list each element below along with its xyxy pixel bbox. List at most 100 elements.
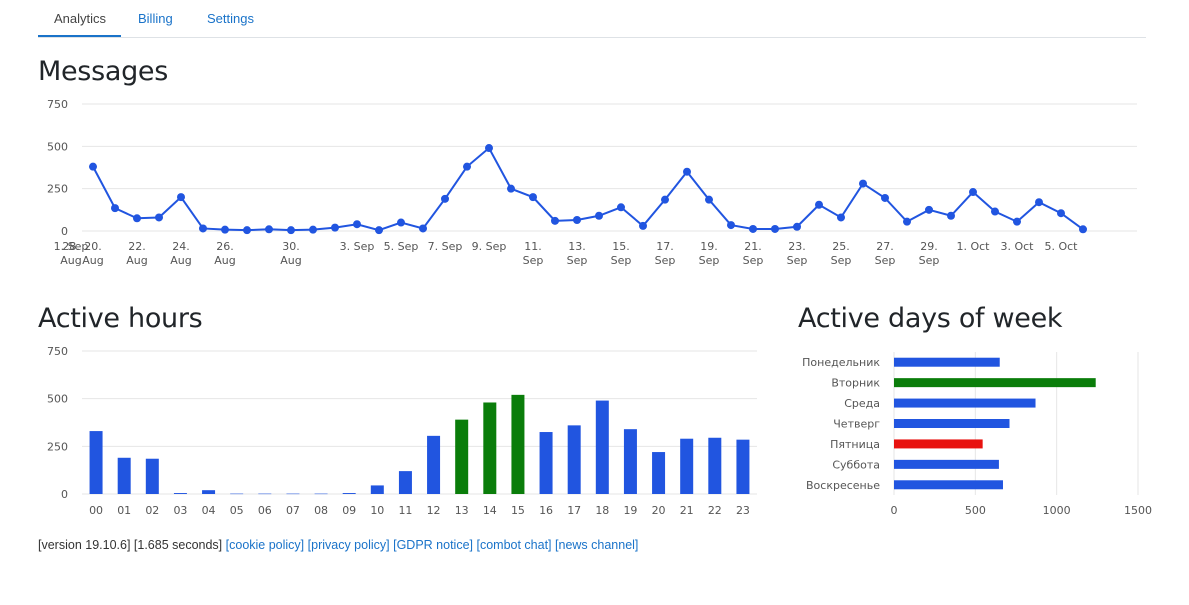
days-bar (894, 378, 1096, 388)
messages-x-tick-label: 29. (920, 240, 938, 253)
messages-data-point (595, 211, 603, 220)
messages-y-tick-label: 250 (47, 183, 68, 196)
messages-data-point (419, 224, 427, 233)
tab-analytics[interactable]: Analytics (54, 11, 107, 26)
hours-x-tick-label: 23 (736, 504, 750, 517)
messages-data-point (177, 193, 185, 202)
messages-data-point (793, 222, 801, 231)
messages-x-tick-label: Sep (875, 254, 896, 267)
messages-data-point (1057, 209, 1065, 218)
messages-x-tick-label: Aug (170, 254, 191, 267)
messages-data-point (991, 207, 999, 216)
hours-bar (89, 431, 103, 494)
messages-data-point (155, 213, 163, 222)
messages-x-tick-label: 3. Sep (340, 240, 375, 253)
hours-x-tick-label: 06 (258, 504, 272, 517)
messages-x-tick-label: 5. Sep (384, 240, 419, 253)
days-bar (894, 439, 983, 449)
messages-data-point (639, 221, 647, 230)
hours-bar (230, 493, 244, 495)
messages-data-point (969, 188, 977, 197)
days-bar (894, 480, 1003, 490)
cookie-policy-link[interactable]: [cookie policy] (225, 538, 305, 552)
messages-x-tick-label: Sep (523, 254, 544, 267)
messages-data-point (353, 220, 361, 229)
messages-data-point (815, 200, 823, 209)
combot-chat-link[interactable]: [combot chat] (476, 538, 552, 552)
messages-x-tick-label: 19. (700, 240, 718, 253)
messages-x-tick-label: Aug (214, 254, 235, 267)
active-days-heading: Active days of week (798, 303, 1063, 334)
hours-x-tick-label: 22 (708, 504, 722, 517)
hours-bar (652, 452, 666, 494)
hours-bar (258, 493, 272, 495)
messages-x-tick-label: Sep (919, 254, 940, 267)
messages-data-point (309, 225, 317, 234)
hours-bar (567, 425, 581, 494)
hours-x-tick-label: 09 (342, 504, 356, 517)
tab-settings[interactable]: Settings (207, 11, 254, 26)
hours-x-tick-label: 19 (623, 504, 637, 517)
news-channel-link[interactable]: [news channel] (555, 538, 639, 552)
hours-bar (202, 490, 216, 494)
messages-x-tick-label: 15. (612, 240, 630, 253)
messages-data-point (727, 221, 735, 230)
messages-x-tick-label: 9. Sep (472, 240, 507, 253)
days-x-tick-label: 500 (965, 504, 986, 517)
hours-bar (286, 493, 300, 495)
messages-data-point (463, 162, 471, 171)
hours-x-tick-label: 18 (595, 504, 609, 517)
messages-data-point (287, 226, 295, 235)
messages-x-tick-label: 21. (744, 240, 762, 253)
messages-x-tick-label: 22. (128, 240, 146, 253)
hours-bar (511, 394, 525, 494)
hours-bar (680, 438, 694, 494)
messages-y-tick-label: 500 (47, 140, 68, 153)
messages-x-tick-label: Aug (82, 254, 103, 267)
privacy-policy-link[interactable]: [privacy policy] (307, 538, 390, 552)
messages-x-tick-label: 20. (84, 240, 102, 253)
hours-x-tick-label: 13 (455, 504, 469, 517)
messages-y-tick-label: 0 (61, 225, 68, 238)
days-bar (894, 398, 1036, 408)
messages-data-point (397, 218, 405, 227)
hours-bar (427, 435, 441, 494)
hours-x-tick-label: 11 (398, 504, 412, 517)
messages-x-tick-label: 25. (832, 240, 850, 253)
messages-x-tick-label: 1. Oct (956, 240, 990, 253)
messages-data-point (331, 223, 339, 232)
messages-y-tick-label: 750 (47, 98, 68, 111)
hours-x-tick-label: 04 (202, 504, 216, 517)
hours-x-tick-label: 01 (117, 504, 131, 517)
messages-data-point (529, 193, 537, 202)
messages-data-point (199, 224, 207, 233)
messages-x-tick-label: 26. (216, 240, 234, 253)
hours-x-tick-label: 00 (89, 504, 103, 517)
messages-x-tick-label: 27. (876, 240, 894, 253)
hours-x-tick-label: 14 (483, 504, 497, 517)
messages-data-point (947, 211, 955, 220)
hours-bar (370, 485, 384, 494)
messages-data-point (441, 194, 449, 203)
tab-billing[interactable]: Billing (138, 11, 173, 26)
messages-data-point (111, 204, 119, 213)
hours-x-tick-label: 02 (145, 504, 159, 517)
hours-bar (455, 419, 469, 494)
messages-data-point (683, 167, 691, 176)
hours-bar (145, 458, 159, 494)
days-y-tick-label: Воскресенье (806, 479, 880, 492)
messages-data-point (881, 193, 889, 202)
messages-data-point (771, 224, 779, 233)
messages-data-point (243, 226, 251, 235)
hours-y-tick-label: 750 (47, 345, 68, 358)
hours-bar (539, 432, 553, 494)
days-x-tick-label: 0 (891, 504, 898, 517)
hours-x-tick-label: 10 (370, 504, 384, 517)
gdpr-notice-link[interactable]: [GDPR notice] (393, 538, 473, 552)
days-bar (894, 459, 999, 469)
hours-x-tick-label: 03 (173, 504, 187, 517)
days-y-tick-label: Суббота (832, 458, 880, 471)
messages-x-tick-label: Sep (655, 254, 676, 267)
days-y-tick-label: Вторник (831, 377, 880, 390)
hours-bar (117, 457, 131, 494)
